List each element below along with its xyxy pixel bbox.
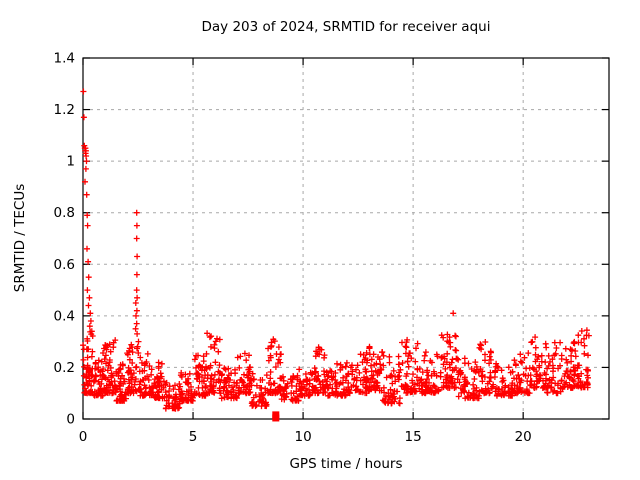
y-tick-label: 1: [66, 154, 75, 170]
data-points-plus: [80, 88, 592, 412]
x-tick-label: 5: [189, 429, 198, 445]
x-tick-label: 10: [294, 429, 311, 445]
y-tick-label: 0.6: [54, 257, 75, 273]
data-point-square: [272, 411, 280, 419]
x-tick-label: 20: [515, 429, 532, 445]
y-tick-label: 0: [66, 412, 75, 428]
y-tick-label: 0.2: [54, 360, 75, 376]
y-tick-label: 0.8: [54, 205, 75, 221]
x-tick-label: 15: [405, 429, 422, 445]
y-tick-label: 1.2: [54, 102, 75, 118]
x-axis-label: GPS time / hours: [289, 456, 403, 472]
y-axis-label: SRMTID / TECUs: [12, 183, 28, 293]
x-tick-label: 0: [79, 429, 88, 445]
y-tick-label: 1.4: [54, 51, 75, 67]
chart-title: Day 203 of 2024, SRMTID for receiver aqu…: [201, 19, 491, 35]
y-tick-label: 0.4: [54, 308, 75, 324]
plot-border: [82, 57, 610, 420]
